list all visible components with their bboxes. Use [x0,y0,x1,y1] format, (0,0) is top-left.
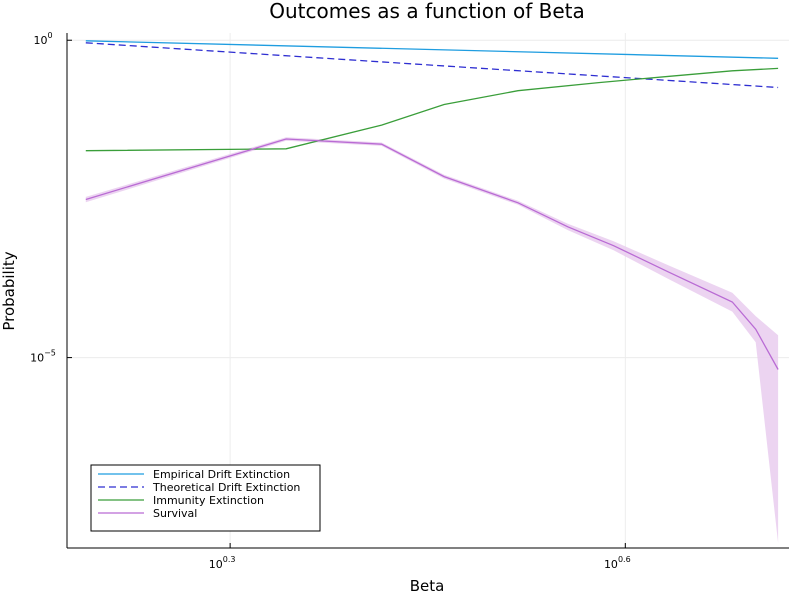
survival-line [85,138,779,370]
series-lines [85,40,779,370]
legend-label: Empirical Drift Extinction [153,468,290,481]
y-tick-label: 10−5 [30,349,56,365]
y-axis-label: Probability [0,251,18,330]
x-axis-label: Beta [410,577,445,595]
legend-label: Immunity Extinction [153,494,264,507]
grid [67,33,789,548]
tick-labels: 100.3 100.6 100 10−5 [30,31,631,571]
theoretical-drift-extinction-line [85,42,779,89]
legend-label: Survival [153,507,197,520]
confidence-bands [85,137,779,544]
legend-box [90,464,321,532]
x-tick-label: 100.3 [209,555,236,571]
chart-title: Outcomes as a function of Beta [269,0,585,23]
legend-label: Theoretical Drift Extinction [152,481,300,494]
survival-confidence-band [85,137,779,544]
x-tick-label: 100.6 [604,555,631,571]
y-tick-label: 100 [33,31,52,47]
empirical-drift-extinction-line [85,40,779,59]
axes [66,33,789,549]
